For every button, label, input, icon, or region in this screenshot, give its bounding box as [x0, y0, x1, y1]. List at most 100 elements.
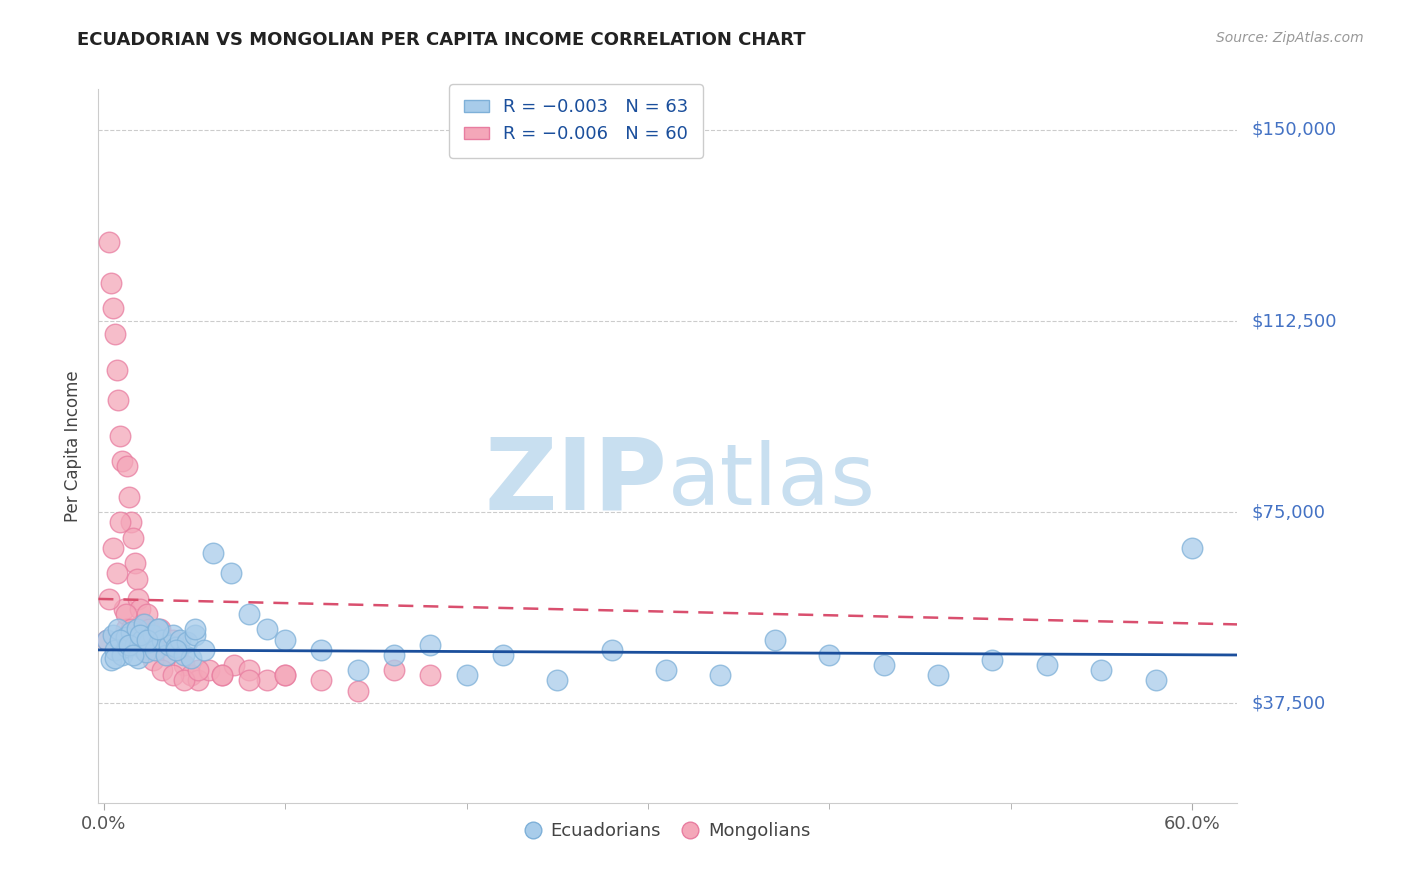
Point [108, 632, 131, 647]
Point [346, 683, 368, 698]
Point [162, 668, 184, 682]
Point [193, 643, 215, 657]
Point [238, 663, 260, 677]
Point [120, 623, 142, 637]
Point [101, 541, 124, 555]
Point [131, 617, 153, 632]
Point [187, 673, 209, 688]
Point [143, 643, 166, 657]
Point [419, 668, 441, 682]
Y-axis label: Per Capita Income: Per Capita Income [65, 370, 83, 522]
Point [763, 632, 786, 647]
Point [132, 617, 155, 632]
Point [104, 643, 127, 657]
Point [136, 607, 159, 622]
Point [114, 630, 136, 644]
Point [108, 516, 131, 530]
Text: $75,000: $75,000 [1251, 503, 1326, 521]
Point [1144, 673, 1167, 688]
Point [150, 663, 173, 677]
Point [135, 645, 157, 659]
Point [655, 663, 678, 677]
Point [1181, 541, 1204, 555]
Point [135, 643, 157, 657]
Point [1090, 663, 1112, 677]
Legend: Ecuadorians, Mongolians: Ecuadorians, Mongolians [517, 815, 818, 847]
Point [132, 632, 155, 647]
Point [125, 572, 148, 586]
Text: ZIP: ZIP [485, 434, 668, 530]
Point [176, 635, 198, 649]
Point [101, 301, 124, 316]
Point [127, 591, 149, 606]
Point [173, 673, 195, 688]
Point [155, 648, 177, 662]
Point [167, 643, 190, 657]
Point [101, 627, 124, 641]
Point [238, 607, 260, 622]
Point [124, 556, 146, 570]
Point [211, 668, 233, 682]
Point [125, 632, 148, 647]
Point [165, 643, 187, 657]
Point [96, 632, 118, 647]
Point [149, 623, 172, 637]
Point [108, 429, 131, 443]
Point [107, 393, 129, 408]
Point [211, 668, 233, 682]
Point [173, 648, 195, 662]
Point [100, 276, 122, 290]
Point [124, 638, 146, 652]
Text: Source: ZipAtlas.com: Source: ZipAtlas.com [1216, 31, 1364, 45]
Text: atlas: atlas [668, 440, 876, 524]
Text: $150,000: $150,000 [1251, 121, 1336, 139]
Point [142, 632, 165, 647]
Point [112, 602, 135, 616]
Point [129, 627, 152, 641]
Point [138, 623, 160, 637]
Point [129, 602, 152, 616]
Point [183, 627, 205, 641]
Point [114, 607, 136, 622]
Point [157, 638, 180, 652]
Point [346, 663, 368, 677]
Point [105, 362, 128, 376]
Point [419, 638, 441, 652]
Point [382, 648, 405, 662]
Point [180, 650, 202, 665]
Point [100, 653, 122, 667]
Point [148, 623, 170, 637]
Point [152, 638, 174, 652]
Point [709, 668, 731, 682]
Point [122, 648, 145, 662]
Point [600, 643, 623, 657]
Point [224, 658, 246, 673]
Point [156, 648, 179, 662]
Point [256, 623, 278, 637]
Point [183, 623, 205, 637]
Point [96, 632, 118, 647]
Point [456, 668, 478, 682]
Point [180, 668, 202, 682]
Point [127, 650, 149, 665]
Point [142, 653, 165, 667]
Point [145, 643, 167, 657]
Point [118, 638, 141, 652]
Point [256, 673, 278, 688]
Point [162, 627, 184, 641]
Point [120, 625, 142, 640]
Point [818, 648, 841, 662]
Point [120, 516, 142, 530]
Point [117, 459, 139, 474]
Point [382, 663, 405, 677]
Point [201, 546, 224, 560]
Point [173, 658, 195, 673]
Point [98, 235, 121, 249]
Point [238, 673, 260, 688]
Point [150, 632, 173, 647]
Point [311, 673, 333, 688]
Point [136, 632, 159, 647]
Point [274, 668, 297, 682]
Point [546, 673, 568, 688]
Point [111, 648, 134, 662]
